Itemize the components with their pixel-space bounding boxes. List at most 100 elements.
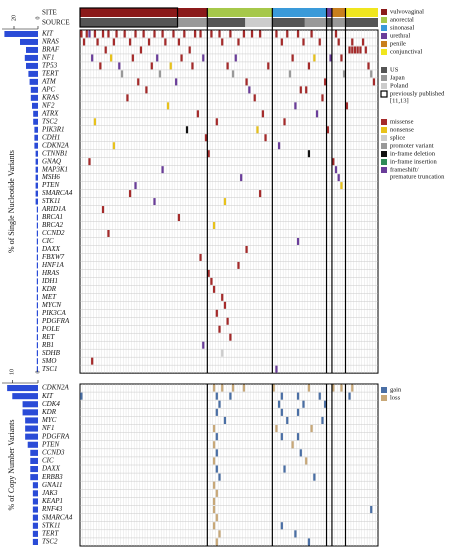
variant-cell (188, 46, 191, 54)
variant-cell (283, 465, 286, 473)
variant-cell (110, 54, 113, 62)
percent-bar (35, 174, 38, 181)
gene-label: BRAF (42, 46, 60, 54)
percent-bar (32, 482, 38, 489)
variant-cell (101, 30, 105, 38)
variant-cell (139, 46, 143, 54)
legend-swatch (381, 143, 387, 149)
legend-swatch (381, 395, 387, 401)
gene-label: HNF1A (41, 261, 65, 269)
percent-bar (20, 38, 38, 45)
source-bar (345, 18, 378, 27)
variant-cell (218, 30, 221, 38)
variant-cell (370, 506, 373, 514)
variant-cell (112, 142, 116, 150)
variant-cell (91, 54, 94, 62)
variant-cell (264, 134, 267, 142)
variant-cell (307, 538, 311, 546)
variant-cell (85, 30, 88, 38)
axis-label: % of Single Nucleotide Variants (7, 150, 16, 253)
gene-label: MSH6 (41, 173, 60, 181)
variant-cell (334, 30, 338, 38)
variant-cell (166, 102, 170, 110)
variant-cell (307, 384, 311, 392)
percent-bar (32, 490, 38, 497)
gene-label: MET (41, 293, 57, 301)
legend-swatch (381, 119, 387, 125)
variant-cell (329, 54, 332, 62)
variant-cell (128, 190, 132, 198)
percent-bar (12, 393, 39, 400)
gene-label: ATM (41, 77, 57, 85)
variant-cell (291, 54, 294, 62)
variant-cell (207, 269, 210, 277)
variant-cell (237, 261, 240, 269)
variant-cell (280, 433, 283, 441)
variant-cell (299, 86, 302, 94)
percent-bar (36, 366, 38, 373)
variant-cell (277, 142, 281, 150)
variant-cell (286, 30, 289, 38)
variant-cell (134, 30, 137, 38)
variant-cell (296, 237, 300, 245)
variant-cell (318, 392, 321, 400)
percent-bar (36, 358, 38, 365)
variant-cell (131, 54, 134, 62)
variant-cell (169, 62, 172, 70)
gene-label: RNF43 (41, 505, 63, 513)
legend-label: missense (390, 118, 414, 125)
percent-bar (30, 449, 38, 456)
variant-cell (296, 408, 300, 416)
variant-cell (291, 441, 294, 449)
percent-bar (30, 94, 38, 101)
variant-cell (280, 38, 283, 46)
gene-label: APC (41, 85, 56, 93)
percent-bar (30, 86, 38, 93)
percent-bar (35, 150, 38, 157)
percent-bar (36, 350, 38, 357)
variant-cell (356, 46, 359, 54)
variant-cell (332, 158, 335, 166)
gene-label: TSC2 (42, 117, 58, 125)
legend-swatch (381, 387, 387, 393)
variant-cell (296, 30, 300, 38)
variant-cell (280, 408, 283, 416)
x-tick-label: 0 (35, 17, 41, 20)
gene-label: NF2 (41, 101, 55, 109)
source-bar (80, 18, 178, 27)
variant-cell (193, 30, 197, 38)
variant-cell (215, 489, 218, 497)
variant-cell (296, 392, 300, 400)
gene-label: ARID1A (41, 205, 66, 213)
variant-cell (242, 30, 246, 38)
variant-cell (212, 222, 216, 229)
percent-bar (36, 342, 38, 349)
variant-cell (196, 110, 199, 118)
variant-cell (221, 293, 224, 301)
variant-cell (99, 62, 102, 70)
variant-cell (245, 78, 248, 86)
variant-cell (242, 384, 246, 392)
percent-bar (36, 318, 38, 325)
variant-cell (218, 400, 221, 408)
variant-cell (183, 30, 186, 38)
gene-label: MYCN (41, 301, 61, 309)
gene-label: KRAS (41, 93, 59, 101)
variant-cell (299, 449, 302, 457)
variant-cell (210, 277, 213, 285)
variant-cell (212, 522, 216, 530)
variant-cell (101, 206, 105, 214)
legend-label: Japan (390, 74, 406, 81)
percent-bar (32, 498, 38, 505)
variant-cell (212, 425, 216, 433)
variant-cell (294, 102, 297, 110)
legend-label: US (390, 66, 399, 73)
variant-cell (313, 54, 316, 62)
gene-label: STK11 (42, 197, 61, 205)
gene-label: FBXW7 (41, 253, 65, 261)
variant-cell (91, 357, 94, 365)
variant-cell (337, 38, 340, 46)
percent-bar (25, 425, 38, 432)
variant-cell (307, 150, 311, 158)
variant-cell (202, 341, 205, 349)
